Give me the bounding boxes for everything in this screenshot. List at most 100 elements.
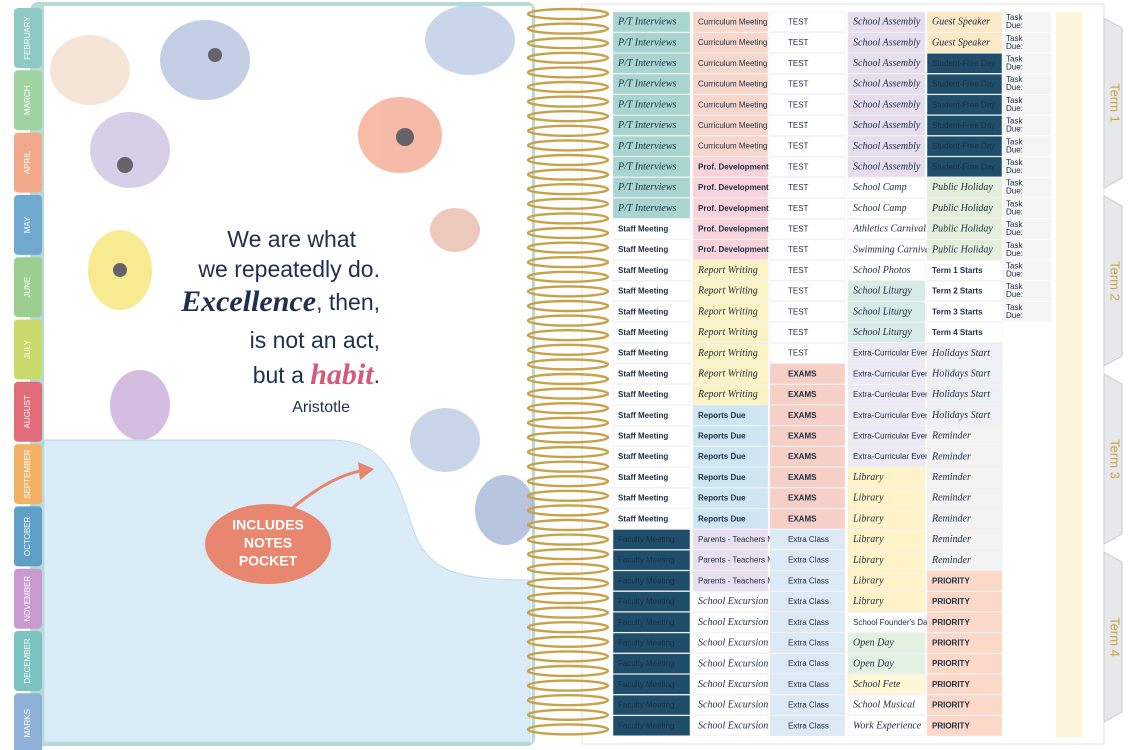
- month-tab: [14, 194, 42, 255]
- sticker: [769, 529, 846, 550]
- sticker: [847, 73, 926, 95]
- sticker: [926, 653, 1003, 674]
- month-tab: [14, 319, 42, 380]
- sticker: [847, 632, 926, 654]
- sticker-label: TEST: [788, 266, 809, 275]
- month-tabs: FEBRUARY MARCH APRIL MAY JUNE JULY AUGUST SEPTE…: [14, 8, 42, 750]
- task-sticker: [1003, 136, 1051, 157]
- coil: [526, 372, 610, 386]
- sticker-label: PRIORITY: [932, 701, 970, 710]
- quote-line: we repeatedly do.: [197, 256, 380, 282]
- sticker-label: TEST: [788, 80, 809, 89]
- task-sticker: [1003, 12, 1051, 32]
- sticker-label: Extra-Curricular Event: [853, 411, 932, 420]
- sticker: [926, 73, 1003, 95]
- sticker-label: Library: [852, 555, 884, 566]
- sticker-label: Library: [852, 576, 884, 587]
- sticker: [847, 11, 926, 33]
- sticker: [612, 715, 691, 736]
- sticker: [612, 73, 691, 95]
- sticker-label: Parents - Teachers Meeting: [698, 576, 796, 585]
- sticker: [692, 715, 769, 736]
- sticker: [692, 363, 769, 385]
- sticker-label: Holidays Start: [931, 369, 990, 380]
- sticker: [847, 115, 926, 136]
- sticker: [769, 363, 846, 385]
- coil: [526, 22, 610, 35]
- notes-pocket: [43, 439, 531, 743]
- task-label: Task: [1006, 55, 1023, 64]
- term-tab-label: Term 3: [1108, 439, 1123, 479]
- sticker: [692, 570, 769, 592]
- term-tab: [1103, 195, 1123, 367]
- sticker-label: Staff Meeting: [618, 287, 668, 296]
- task-label: Task: [1006, 199, 1023, 208]
- sticker-label: P/T Interviews: [617, 203, 677, 214]
- sticker: [612, 529, 691, 550]
- sticker: [692, 342, 769, 364]
- sticker-label: Curriculum Meeting: [698, 121, 767, 130]
- sticker: [769, 342, 846, 364]
- sticker: [769, 115, 846, 136]
- sticker-label: School Camp: [853, 182, 907, 193]
- sticker: [926, 198, 1003, 219]
- coil: [526, 606, 610, 619]
- sticker-label: Extra Class: [788, 721, 829, 730]
- sticker: [847, 467, 926, 488]
- sticker-label: P/T Interviews: [617, 182, 677, 193]
- sticker-label: Open Day: [853, 638, 894, 649]
- arrow-head: [358, 462, 374, 480]
- sticker-label: Term 3 Starts: [932, 307, 983, 316]
- sticker: [612, 591, 691, 612]
- sticker: [926, 529, 1003, 550]
- sticker: [926, 115, 1003, 136]
- coil: [526, 402, 610, 415]
- sticker: [847, 591, 926, 612]
- sticker-label: Faculty Meeting: [618, 680, 674, 689]
- sticker: [692, 405, 769, 426]
- task-due-label: Due:: [1006, 104, 1023, 113]
- coil: [526, 489, 610, 502]
- task-due-label: Due:: [1006, 249, 1023, 258]
- sticker: [926, 280, 1003, 302]
- task-label: Task: [1006, 282, 1023, 291]
- quote-text: , then,: [316, 289, 380, 315]
- sticker-label: Prof. Development: [698, 224, 769, 233]
- month-tab-label: OCTOBER: [23, 516, 32, 556]
- coil: [526, 358, 610, 371]
- coil: [526, 562, 610, 575]
- sticker: [847, 653, 926, 674]
- sticker-label: Library: [852, 472, 884, 483]
- sticker-label: Curriculum Meeting: [698, 80, 767, 89]
- sticker-label: Extra-Curricular Event: [853, 452, 932, 461]
- task-sticker: [1003, 115, 1051, 136]
- coil: [526, 270, 610, 283]
- sticker-label: School Photos: [853, 265, 911, 276]
- sticker: [692, 653, 769, 674]
- sticker: [612, 363, 691, 385]
- coil: [526, 256, 610, 269]
- sticker: [926, 94, 1003, 115]
- sticker-label: Term 4 Starts: [932, 328, 983, 337]
- coil: [526, 95, 610, 108]
- sticker: [926, 487, 1003, 509]
- sticker-label: Library: [852, 534, 884, 545]
- sticker: [692, 508, 769, 529]
- sticker: [769, 570, 846, 592]
- task-due-label: Due:: [1006, 42, 1023, 51]
- term-tab-label: Term 2: [1108, 261, 1123, 301]
- sticker-label: Faculty Meeting: [618, 659, 674, 668]
- sticker-label: Faculty Meeting: [618, 556, 674, 565]
- sticker-label: Staff Meeting: [618, 431, 668, 440]
- floral-art: [50, 5, 535, 545]
- sticker: [692, 53, 769, 74]
- sticker-label: EXAMS: [788, 473, 817, 482]
- sticker: [847, 94, 926, 115]
- sticker-label: Staff Meeting: [618, 411, 668, 420]
- sticker-label: Library: [852, 596, 884, 607]
- sticker-label: Extra Class: [788, 680, 829, 689]
- sticker: [769, 487, 846, 509]
- sticker: [926, 446, 1003, 467]
- task-label: Task: [1006, 158, 1023, 167]
- sticker-label: Extra Class: [788, 618, 829, 627]
